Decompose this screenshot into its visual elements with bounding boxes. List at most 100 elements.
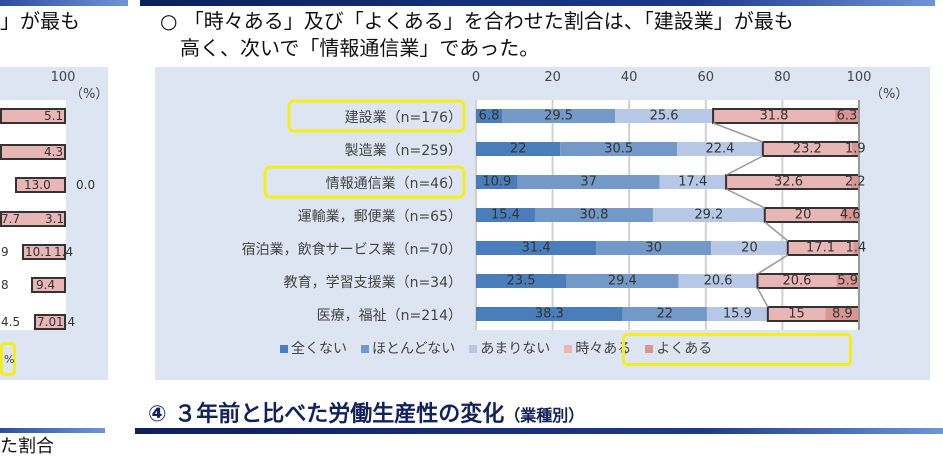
- bar-segment: [678, 274, 758, 288]
- data-label: 31.8: [759, 108, 789, 124]
- left-section-bar: [0, 428, 105, 433]
- left-data-label: 4.5: [1, 315, 21, 329]
- left-unit: （%）: [70, 87, 109, 102]
- connector-line: [764, 221, 789, 242]
- data-label: 17.4: [678, 174, 708, 190]
- data-label: 15: [788, 306, 805, 322]
- bar-segment: [476, 274, 567, 288]
- data-label: 22: [509, 141, 527, 157]
- legend-swatch: [564, 345, 573, 353]
- data-label: 1.9: [845, 141, 866, 157]
- x-tick-label: 40: [620, 70, 638, 85]
- bar-segment: [560, 142, 678, 156]
- left-bar-segment: [0, 108, 66, 124]
- lead-line-2: 高く、次いで「情報通信業」であった。: [180, 36, 540, 60]
- data-label: 10.9: [482, 174, 512, 190]
- left-data-label: 10.1: [25, 245, 52, 259]
- category-label: 教育，学習支援業（n=34）: [283, 275, 462, 291]
- data-label: 15.9: [722, 306, 752, 322]
- data-label: 4.6: [839, 207, 861, 223]
- left-legend-fragment: %: [4, 353, 15, 366]
- legend-item: 全くない: [280, 338, 347, 358]
- category-label: 製造業（n=259）: [344, 143, 462, 159]
- left-data-label: 7.0: [37, 315, 57, 329]
- legend-item: ほとんどない: [361, 338, 455, 358]
- connector-line: [725, 188, 766, 209]
- data-label: 8.9: [831, 306, 853, 322]
- category-label: 建設業（n=176）: [344, 110, 462, 126]
- data-label: 29.2: [694, 207, 724, 223]
- legend-label: よくある: [656, 341, 713, 357]
- data-label: 29.4: [607, 273, 637, 289]
- left-legend-highlight: %: [0, 342, 16, 376]
- left-bar-segment: [0, 144, 66, 160]
- bar-segment: [534, 208, 653, 222]
- bar-segment: [850, 175, 860, 189]
- category-highlight: [287, 99, 466, 133]
- bar-segment: [762, 142, 852, 156]
- bar-segment: [757, 274, 837, 288]
- data-label: 2.2: [844, 174, 866, 190]
- connector-line: [756, 287, 769, 308]
- legend-swatch: [645, 345, 654, 353]
- data-label: 20.6: [703, 273, 733, 289]
- bar-segment: [566, 274, 679, 288]
- data-label: 1.4: [845, 240, 867, 256]
- legend-swatch: [469, 345, 478, 353]
- bar-segment: [834, 109, 859, 123]
- left-bar-segment: [34, 314, 66, 330]
- data-label: 32.6: [774, 174, 803, 190]
- legend-label: 時々ある: [575, 341, 632, 357]
- bar-segment: [622, 307, 707, 321]
- bar-segment: [851, 142, 859, 156]
- x-tick-label: 80: [774, 70, 791, 85]
- left-bottom-fragment: た割合: [0, 436, 54, 457]
- left-data-label: 1.4: [54, 245, 74, 259]
- left-data-label: 1.4: [56, 315, 76, 329]
- left-data-label: 9.4: [36, 278, 56, 292]
- data-label: 37: [580, 174, 597, 190]
- left-text-fragment: 」が最も: [0, 9, 80, 33]
- bar-segment: [841, 208, 859, 222]
- data-label: 20.6: [782, 273, 812, 289]
- category-label: 運輸業，郵便業（n=65）: [297, 209, 462, 225]
- left-bar-segment: [22, 244, 66, 260]
- data-label: 15.4: [491, 207, 520, 223]
- data-label: 17.1: [806, 240, 835, 256]
- x-tick-label: 0: [471, 70, 481, 85]
- bar-segment: [476, 109, 503, 123]
- data-label: 20: [794, 207, 812, 223]
- bar-segment: [476, 307, 623, 321]
- legend-item: あまりない: [469, 338, 550, 358]
- connector-line: [725, 155, 764, 176]
- left-data-label: 3.1: [45, 212, 65, 226]
- section-heading: ④ ３年前と比べた労働生産性の変化（業種別）: [148, 396, 584, 428]
- data-label: 22.4: [705, 141, 735, 157]
- bar-segment: [787, 241, 854, 255]
- bar-segment: [517, 175, 660, 189]
- connector-line: [712, 122, 764, 143]
- heading-main: ④ ３年前と比べた労働生産性の変化: [148, 402, 505, 427]
- data-label: 30.8: [579, 207, 609, 223]
- bar-segment: [652, 208, 765, 222]
- legend-swatch: [361, 345, 369, 353]
- header-bar: [140, 0, 935, 6]
- data-label: 23.5: [506, 273, 536, 289]
- left-tick-100: 100: [50, 70, 76, 85]
- data-label: 20: [741, 240, 758, 256]
- left-bar-segment: [0, 211, 66, 227]
- left-data-label: 4.3: [44, 145, 64, 159]
- left-bar-segment: [31, 277, 66, 293]
- data-label: 31.4: [521, 240, 551, 256]
- bar-segment: [615, 109, 714, 123]
- bar-segment: [764, 208, 842, 222]
- bar-segment: [767, 307, 826, 321]
- data-label: 29.5: [544, 108, 574, 124]
- bar-segment: [825, 307, 860, 321]
- legend-label: 全くない: [291, 341, 347, 357]
- x-tick-label: 20: [544, 70, 561, 85]
- data-label: 25.6: [649, 108, 679, 124]
- bar-segment: [836, 274, 859, 288]
- legend-label: ほとんどない: [372, 341, 456, 357]
- data-label: 30.5: [604, 141, 634, 157]
